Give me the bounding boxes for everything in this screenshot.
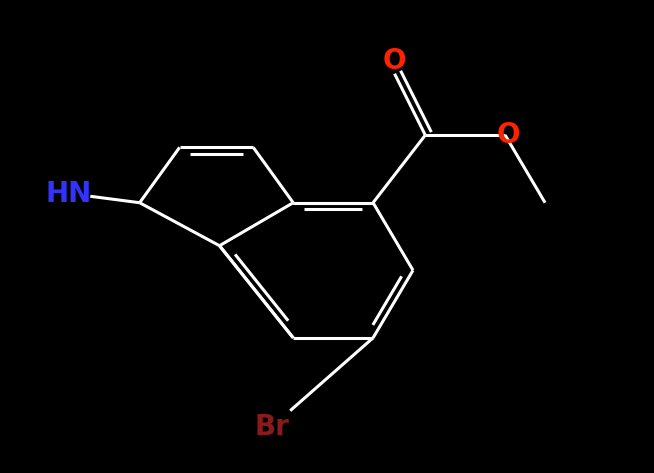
Text: Br: Br	[254, 413, 289, 441]
Text: HN: HN	[46, 179, 92, 208]
Text: O: O	[383, 47, 406, 75]
Text: O: O	[496, 121, 520, 149]
